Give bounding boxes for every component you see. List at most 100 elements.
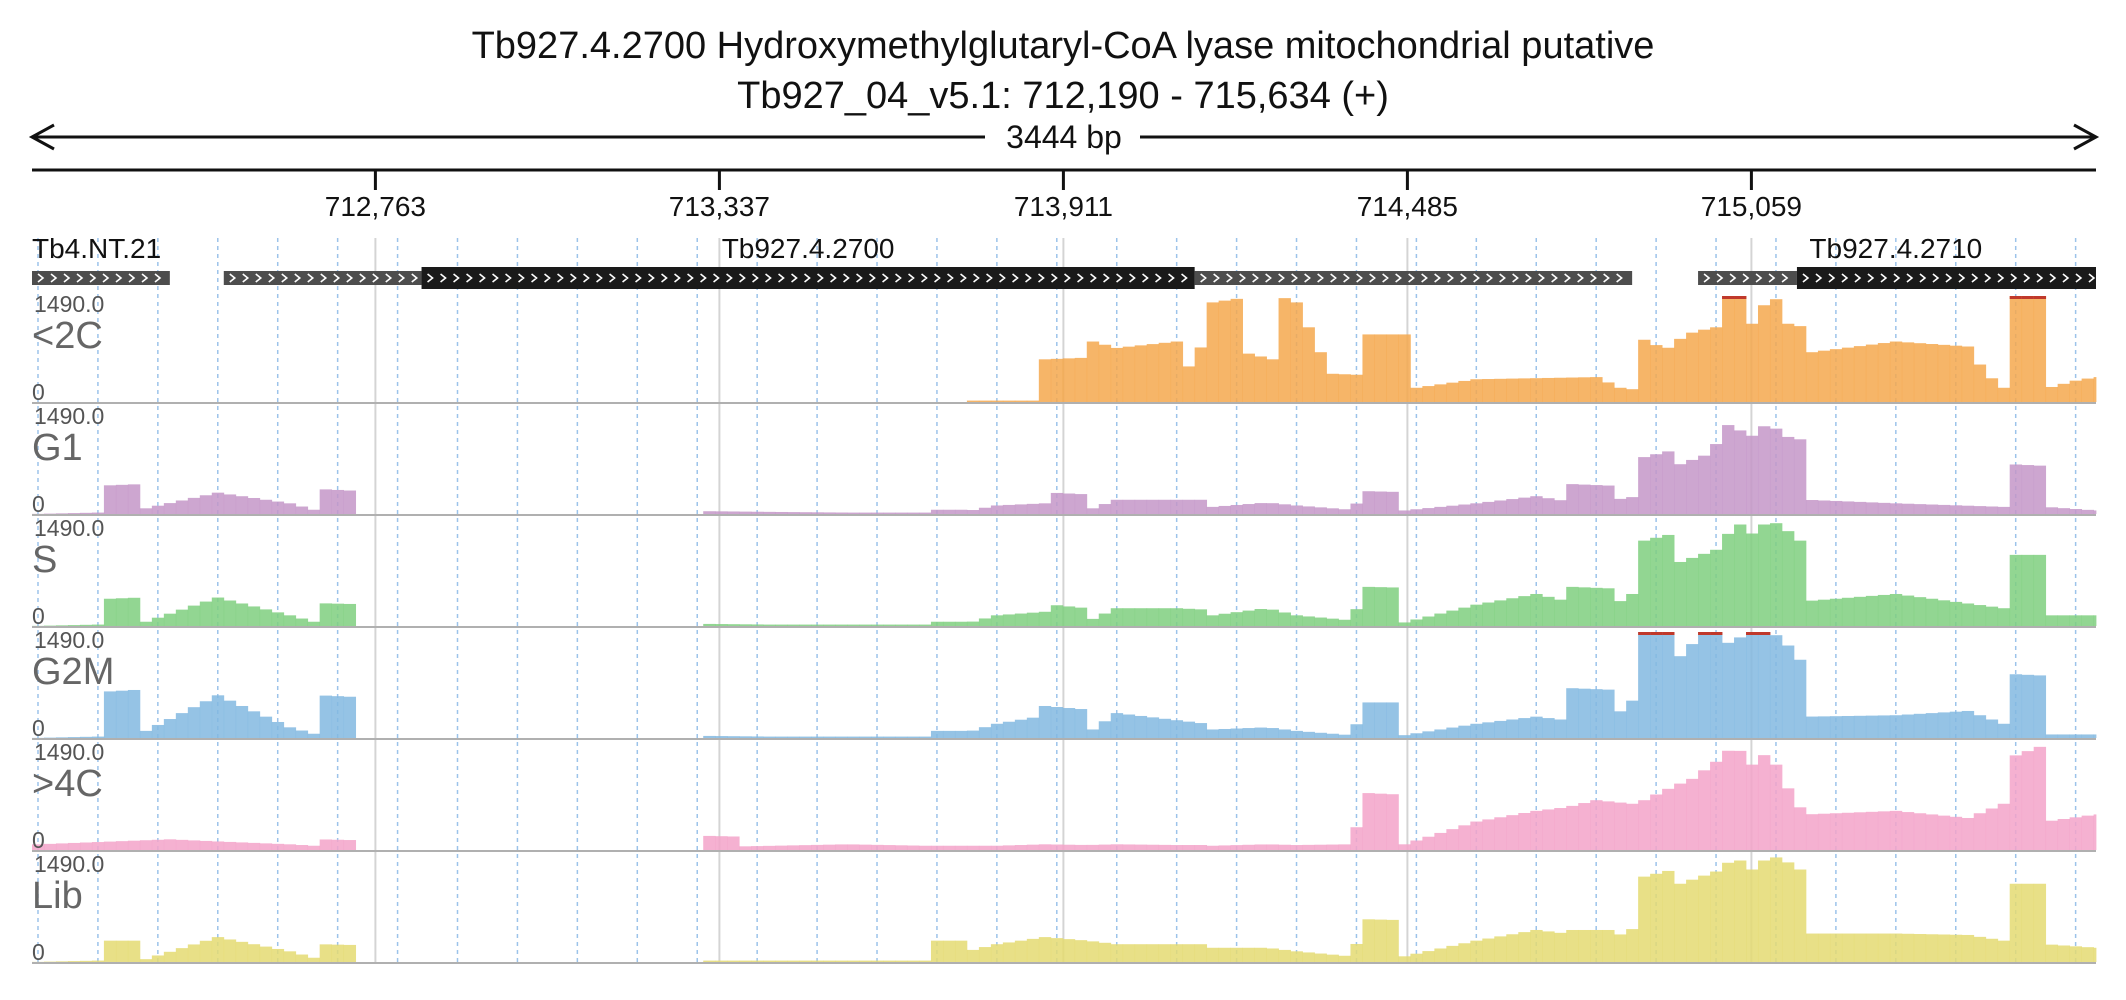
coverage-bar bbox=[1086, 941, 1100, 962]
coverage-bar bbox=[751, 624, 764, 626]
coverage-bar bbox=[2045, 820, 2059, 850]
coverage-bar bbox=[1805, 600, 1819, 626]
coverage-bar bbox=[127, 484, 141, 514]
coverage-bar bbox=[1626, 593, 1639, 626]
coverage-bar bbox=[1278, 612, 1291, 626]
coverage-bar bbox=[127, 940, 141, 962]
coverage-bar bbox=[2093, 377, 2097, 402]
gene-label: Tb927.4.2700 bbox=[722, 233, 895, 264]
coverage-bar bbox=[775, 511, 788, 514]
coverage-bar bbox=[1242, 947, 1255, 962]
gene-model[interactable]: Tb927.4.2710 bbox=[1698, 233, 2096, 289]
coverage-bar bbox=[115, 940, 129, 962]
coverage-bar bbox=[1853, 501, 1867, 514]
coverage-bar bbox=[79, 512, 93, 514]
coverage-bar bbox=[1110, 844, 1124, 850]
coverage-bar bbox=[1757, 860, 1771, 962]
coverage-bar bbox=[1494, 936, 1507, 962]
coverage-bar bbox=[211, 937, 225, 962]
coverage-bar bbox=[1554, 500, 1567, 514]
coverage-bar bbox=[1038, 611, 1052, 626]
coverage-bar bbox=[847, 512, 860, 514]
coverage-bar bbox=[319, 489, 333, 514]
strand-arrows-icon bbox=[37, 273, 162, 283]
coverage-bar bbox=[1805, 352, 1819, 402]
coverage-bar bbox=[1602, 801, 1615, 850]
gene-model[interactable]: Tb4.NT.21 bbox=[32, 233, 170, 285]
coverage-bar bbox=[175, 948, 189, 962]
coverage-bar bbox=[835, 512, 848, 514]
coverage-bar bbox=[1422, 508, 1435, 514]
coverage-bar bbox=[1698, 770, 1711, 850]
coverage-bar bbox=[1446, 382, 1459, 402]
coverage-bar bbox=[1746, 533, 1759, 626]
coverage-bar bbox=[1937, 344, 1951, 402]
coverage-bar bbox=[894, 624, 908, 626]
coverage-bar bbox=[930, 940, 944, 962]
coverage-bar bbox=[1074, 494, 1088, 514]
coverage-bar bbox=[151, 839, 165, 850]
coverage-bar bbox=[91, 624, 105, 626]
coverage-bar bbox=[1002, 721, 1016, 738]
coverage-bar bbox=[1578, 587, 1591, 626]
coverage-bar bbox=[1458, 607, 1471, 626]
coverage-bar bbox=[1254, 609, 1267, 626]
coverage-bar bbox=[139, 621, 153, 626]
coverage-bar bbox=[1793, 807, 1807, 850]
coverage-bar bbox=[739, 960, 752, 962]
coverage-bar bbox=[1901, 714, 1915, 738]
coverage-bar bbox=[1674, 561, 1687, 626]
coverage-bar bbox=[703, 511, 716, 514]
overflow-marker bbox=[1757, 632, 1771, 635]
coverage-bar bbox=[1254, 947, 1267, 962]
coverage-bar bbox=[1146, 844, 1160, 850]
coverage-bar bbox=[1650, 873, 1663, 962]
coverage-bar bbox=[2009, 554, 2023, 626]
coverage-bar bbox=[906, 736, 920, 738]
coverage-bar bbox=[1614, 802, 1627, 850]
track-ymin-label: 0 bbox=[32, 939, 45, 965]
coverage-bar bbox=[1098, 844, 1112, 850]
coverage-bar bbox=[871, 624, 884, 626]
coverage-bar bbox=[1266, 359, 1279, 402]
coverage-bar bbox=[271, 612, 285, 626]
coverage-bar bbox=[1734, 430, 1747, 514]
coverage-bar bbox=[187, 497, 201, 514]
coverage-bar bbox=[1050, 707, 1064, 738]
coverage-bar bbox=[1937, 712, 1951, 738]
coverage-bar bbox=[1218, 613, 1232, 626]
coverage-bar bbox=[127, 840, 141, 850]
coverage-bar bbox=[1434, 729, 1447, 738]
coverage-bar bbox=[1134, 499, 1148, 514]
axis-tick-label: 713,337 bbox=[669, 191, 770, 222]
gene-utr bbox=[223, 271, 422, 285]
coverage-bar bbox=[1062, 939, 1076, 962]
coverage-bar bbox=[127, 689, 141, 738]
overflow-marker bbox=[1722, 296, 1735, 299]
coverage-bar bbox=[1110, 713, 1124, 738]
coverage-bar bbox=[1398, 334, 1411, 402]
coverage-bar bbox=[1889, 341, 1903, 402]
coverage-bar bbox=[918, 960, 932, 962]
coverage-bar bbox=[103, 841, 117, 850]
coverage-bar bbox=[894, 512, 908, 514]
coverage-bar bbox=[1734, 637, 1747, 738]
coverage-bar bbox=[235, 603, 249, 626]
coverage-bar bbox=[2045, 386, 2059, 402]
coverage-bar bbox=[1206, 615, 1220, 626]
coverage-bar bbox=[1626, 803, 1639, 850]
coverage-bar bbox=[1769, 857, 1783, 962]
coverage-bar bbox=[942, 845, 956, 850]
coverage-bar bbox=[1254, 844, 1267, 850]
coverage-bar bbox=[1290, 951, 1303, 962]
coverage-bar bbox=[1829, 500, 1843, 514]
coverage-bar bbox=[1865, 344, 1879, 402]
coverage-bar bbox=[1278, 844, 1291, 850]
coverage-bar bbox=[918, 512, 932, 514]
coverage-bar bbox=[67, 961, 81, 962]
coverage-bar bbox=[1026, 844, 1040, 850]
coverage-bar bbox=[1290, 615, 1303, 626]
coverage-bar bbox=[1470, 723, 1483, 738]
coverage-bar bbox=[1590, 800, 1603, 850]
gene-model[interactable]: Tb927.4.2700 bbox=[223, 233, 1633, 289]
